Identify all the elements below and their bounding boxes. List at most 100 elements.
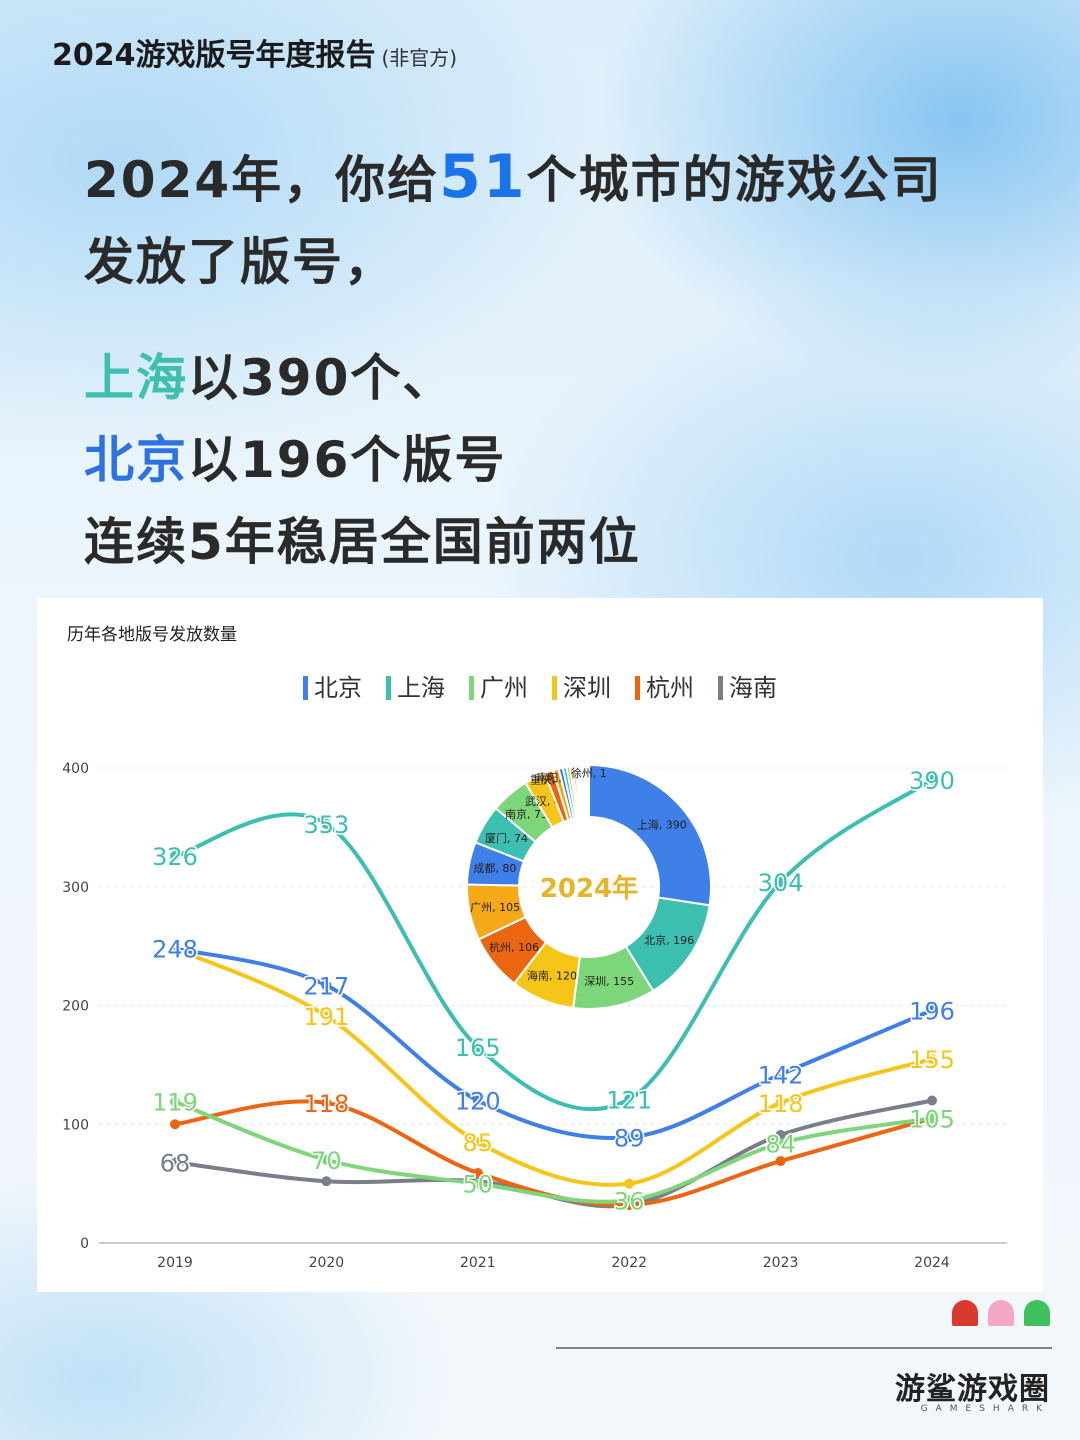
pie-slice-label: 成都, 80 xyxy=(473,862,516,875)
series-line-北京 xyxy=(173,946,934,1140)
data-label-上海: 165 xyxy=(455,1034,501,1062)
data-label-广州: 70 xyxy=(311,1147,342,1175)
data-label-上海: 353 xyxy=(303,811,349,839)
pie-slice-label: 海南, 120 xyxy=(527,969,577,983)
chart-svg: 0 100 200 300 400 2019 2020 2021 2022 2023 2024 68 1… xyxy=(62,761,1007,1271)
data-point-海南 xyxy=(775,1129,786,1140)
data-point-深圳 xyxy=(927,1053,937,1064)
data-point-上海 xyxy=(170,850,180,861)
pie-slice-label: 厦门, 74 xyxy=(485,831,528,845)
legend-item-2[interactable]: 广州 xyxy=(469,668,528,703)
data-label-北京: 89 xyxy=(614,1124,645,1152)
data-point-深圳 xyxy=(472,1137,483,1148)
data-point-上海 xyxy=(775,877,786,887)
pie-center-label: 2024年 xyxy=(540,873,638,904)
legend-label: 广州 xyxy=(480,674,528,702)
headline-line-5: 连续5年稳居全国前两位 xyxy=(84,513,641,571)
legend-label: 上海 xyxy=(397,674,445,702)
data-point-杭州 xyxy=(775,1156,786,1167)
legend-swatch xyxy=(469,676,474,700)
series-line-上海 xyxy=(173,777,934,1112)
city-count: 51 xyxy=(439,142,527,212)
pie-slice-label: 徐州, 1 xyxy=(571,766,607,780)
data-point-杭州 xyxy=(472,1167,483,1178)
headline-line-4-rest: 以196个版号 xyxy=(188,431,507,489)
data-label-深圳: 191 xyxy=(303,1003,349,1031)
data-label-上海: 326 xyxy=(152,843,198,871)
data-label-杭州: 118 xyxy=(303,1090,349,1118)
y-tick-label: 300 xyxy=(62,880,89,896)
x-tick-label: 2023 xyxy=(763,1255,799,1271)
data-point-广州 xyxy=(321,1154,332,1165)
data-label-广州: 50 xyxy=(463,1171,494,1199)
headline-line-1: 2024年，你给51个城市的游戏公司 xyxy=(84,140,943,212)
legend-item-5[interactable]: 海南 xyxy=(718,668,777,703)
report-title-note: (非官方) xyxy=(381,46,458,70)
green-ghost-icon xyxy=(1024,1300,1050,1326)
data-label-深圳: 155 xyxy=(909,1046,955,1074)
report-title-text: 2024游戏版号年度报告 xyxy=(52,38,376,73)
data-label-广州: 105 xyxy=(909,1105,955,1133)
data-label-上海: 121 xyxy=(606,1086,652,1114)
y-tick-label: 400 xyxy=(62,761,89,777)
data-point-广州 xyxy=(927,1113,937,1124)
data-label-深圳: 118 xyxy=(758,1090,804,1118)
data-point-广州 xyxy=(775,1138,786,1149)
data-point-广州 xyxy=(170,1096,180,1107)
brand-logo: 游鲨游戏圈 xyxy=(895,1372,1050,1407)
pie-slice-label: 广州, 105 xyxy=(470,901,520,914)
pink-ghost-icon xyxy=(988,1300,1014,1326)
red-ghost-icon xyxy=(952,1300,978,1326)
data-label-北京: 196 xyxy=(909,997,955,1025)
x-tick-label: 2020 xyxy=(309,1255,345,1271)
headline-line-1-pre: 2024年，你给 xyxy=(84,151,440,209)
data-point-北京 xyxy=(927,1005,937,1016)
highlight-city-beijing: 北京 xyxy=(84,431,188,489)
brand-logo-subtitle: GAMESHARK xyxy=(920,1404,1050,1414)
legend-item-1[interactable]: 上海 xyxy=(386,668,445,703)
data-label-广州: 36 xyxy=(614,1187,645,1215)
legend-swatch xyxy=(386,676,391,700)
pie-slice-label: 南京, 73 xyxy=(505,807,548,821)
legend-item-4[interactable]: 杭州 xyxy=(635,668,694,703)
y-tick-label: 200 xyxy=(62,999,89,1015)
report-title: 2024游戏版号年度报告 (非官方) xyxy=(52,30,457,74)
pie-slice-label: 上海, 390 xyxy=(637,817,687,831)
data-point-深圳 xyxy=(775,1097,786,1108)
data-label-上海: 390 xyxy=(909,767,955,795)
legend-swatch xyxy=(635,676,640,700)
chart-title: 历年各地版号发放数量 xyxy=(67,625,237,645)
data-label-北京: 248 xyxy=(152,936,198,964)
data-label-北京: 142 xyxy=(758,1061,804,1089)
data-label-北京: 217 xyxy=(303,972,349,1000)
data-label-广州: 119 xyxy=(152,1089,198,1117)
data-point-海南 xyxy=(321,1176,332,1187)
data-label-北京: 120 xyxy=(455,1088,501,1116)
highlight-city-shanghai: 上海 xyxy=(84,349,188,407)
data-point-上海 xyxy=(624,1094,635,1105)
y-tick-label: 0 xyxy=(80,1236,89,1252)
headline-line-2: 发放了版号， xyxy=(84,233,396,291)
data-point-广州 xyxy=(624,1195,635,1206)
series-line-深圳 xyxy=(173,946,934,1187)
footer-divider xyxy=(556,1347,1052,1349)
headline-line-3-rest: 以390个、 xyxy=(188,349,455,407)
legend-swatch xyxy=(303,676,308,700)
legend-label: 深圳 xyxy=(563,674,611,702)
data-point-上海 xyxy=(927,774,937,785)
series-line-杭州 xyxy=(173,1099,934,1208)
y-tick-label: 100 xyxy=(62,1117,89,1133)
legend-item-0[interactable]: 北京 xyxy=(303,668,362,703)
data-point-海南 xyxy=(170,1157,180,1168)
headline-line-1-post: 个城市的游戏公司 xyxy=(526,151,943,209)
x-tick-label: 2022 xyxy=(611,1255,647,1271)
x-tick-label: 2024 xyxy=(914,1255,950,1271)
data-point-上海 xyxy=(472,1042,483,1053)
data-point-深圳 xyxy=(321,1011,332,1022)
legend-item-3[interactable]: 深圳 xyxy=(552,668,611,703)
legend-swatch xyxy=(552,676,557,700)
pie-slice xyxy=(587,763,590,819)
data-point-北京 xyxy=(321,980,332,991)
data-point-杭州 xyxy=(321,1097,332,1108)
data-point-北京 xyxy=(170,943,180,954)
